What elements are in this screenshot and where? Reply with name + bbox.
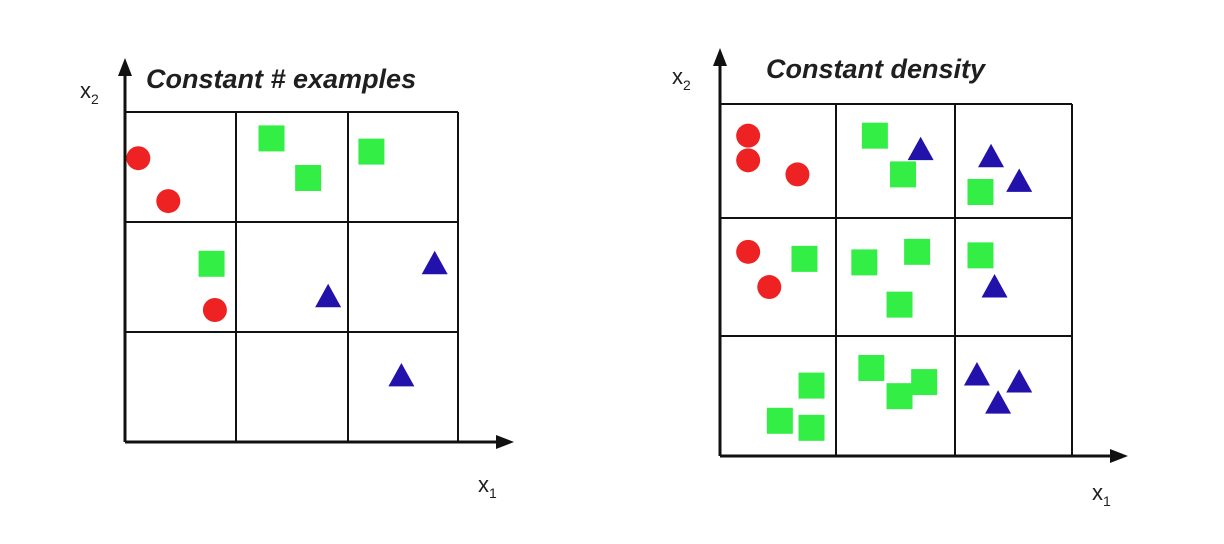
circle-marker <box>202 298 227 322</box>
y-axis-label: x2 <box>80 78 99 107</box>
x-axis-arrow <box>496 435 514 449</box>
grid <box>720 103 1073 456</box>
square-marker <box>258 125 285 152</box>
data-points <box>736 122 1033 441</box>
square-marker <box>904 238 931 265</box>
square-marker <box>791 245 818 272</box>
circle-marker <box>736 148 761 173</box>
y-axis-label-base: x <box>80 78 91 103</box>
y-axis-label-sub: 2 <box>683 77 691 93</box>
triangle-marker <box>1006 369 1033 393</box>
grid <box>125 111 459 442</box>
y-axis-label-sub: 2 <box>91 91 99 107</box>
square-marker <box>886 291 913 318</box>
square-marker <box>886 383 913 410</box>
y-axis-label: x2 <box>672 64 691 93</box>
square-marker <box>798 414 825 441</box>
x-axis-label: x1 <box>478 472 497 501</box>
x-axis-label: x1 <box>1092 480 1111 509</box>
triangle-marker <box>1006 168 1033 192</box>
x-axis-label-sub: 1 <box>489 485 497 501</box>
square-marker <box>295 165 322 191</box>
square-marker <box>851 249 878 276</box>
x-axis-arrow <box>1110 449 1128 463</box>
square-marker <box>766 407 793 434</box>
triangle-marker <box>981 274 1008 298</box>
square-marker <box>911 369 938 396</box>
x-axis-label-base: x <box>1092 480 1103 505</box>
square-marker <box>861 122 888 149</box>
triangle-marker <box>388 363 415 387</box>
square-marker <box>967 179 994 205</box>
triangle-marker <box>315 283 342 308</box>
circle-marker <box>156 189 181 214</box>
triangle-marker <box>421 250 448 275</box>
y-axis-arrow <box>713 48 727 66</box>
square-marker <box>890 161 917 188</box>
data-points <box>126 125 448 387</box>
y-axis-arrow <box>118 58 132 76</box>
triangle-marker <box>907 136 934 161</box>
triangle-marker <box>978 143 1005 168</box>
x-axis-label-sub: 1 <box>1103 493 1111 509</box>
circle-marker <box>736 239 761 264</box>
circle-marker <box>785 162 810 187</box>
y-axis-label-base: x <box>672 64 683 89</box>
triangle-marker <box>985 390 1012 414</box>
circle-marker <box>736 123 761 148</box>
panel-title: Constant density <box>766 54 987 84</box>
square-marker <box>858 355 885 381</box>
panel-title: Constant # examples <box>146 64 416 94</box>
panel-constant-examples: Constant # examples x2 x1 <box>80 58 514 501</box>
square-marker <box>967 242 994 269</box>
circle-marker <box>126 146 151 171</box>
square-marker <box>798 372 825 399</box>
x-axis-label-base: x <box>478 472 489 497</box>
circle-marker <box>757 275 782 300</box>
square-marker <box>358 138 385 165</box>
triangle-marker <box>963 362 990 386</box>
panel-constant-density: Constant density x2 x1 <box>672 48 1128 509</box>
square-marker <box>198 250 225 277</box>
